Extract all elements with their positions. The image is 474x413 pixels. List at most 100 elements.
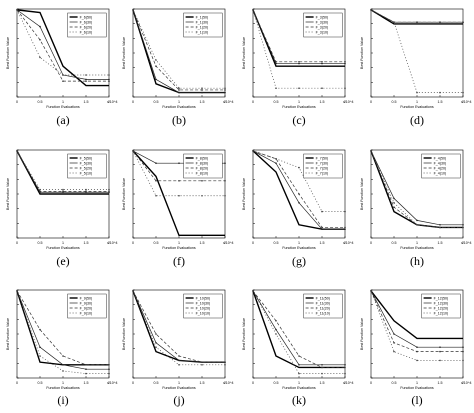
legend-entry: F_8(30): [196, 161, 209, 165]
series-marker: [298, 87, 300, 89]
x-tick-label: 1.5: [200, 241, 205, 245]
panel-label: (d): [410, 113, 424, 127]
x-axis-label: Function Evaluations: [162, 246, 196, 250]
x-axis-label: Function Evaluations: [400, 246, 434, 250]
chart-panel-2: 0 0.5 1 1.5 2x 10^4 Function Evaluations Best …: [122, 8, 233, 109]
series-line-3: [370, 9, 463, 23]
legend-entry: F_9(20): [80, 306, 93, 310]
y-axis-label: Best Function Value: [122, 178, 126, 210]
x-tick-label: 0: [370, 381, 372, 385]
series-marker: [462, 226, 464, 229]
x-axis-label: Function Evaluations: [282, 105, 316, 109]
series-marker: [393, 350, 395, 353]
x-tick-label: 2: [108, 100, 110, 104]
x-axis-label: Function Evaluations: [282, 386, 316, 390]
series-marker: [224, 194, 226, 197]
series-marker: [275, 328, 277, 331]
x-multiplier: x 10^4: [223, 381, 233, 385]
x-tick-label: 1.5: [84, 381, 89, 385]
x-multiplier: x 10^4: [343, 241, 353, 245]
series-marker: [155, 180, 157, 182]
legend-entry: F_12(50): [434, 296, 449, 300]
panel-label: (c): [292, 113, 306, 127]
series-marker: [39, 355, 41, 357]
series-marker: [370, 290, 372, 292]
series-marker: [344, 61, 346, 63]
legend-entry: F_1(30): [196, 20, 209, 24]
legend-entry: F_7(30): [316, 161, 329, 165]
series-marker: [252, 9, 254, 11]
legend-entry: F_7(50): [316, 156, 329, 160]
x-tick-label: 1.5: [320, 381, 325, 385]
series-line-4: [16, 150, 109, 190]
series-marker: [275, 61, 277, 63]
series-marker: [416, 350, 418, 353]
series-marker: [439, 350, 441, 353]
series-marker: [155, 78, 157, 81]
series-marker: [275, 320, 277, 322]
x-tick-label: 1.5: [320, 241, 325, 245]
legend-entry: F_10(30): [196, 301, 211, 305]
series-marker: [416, 359, 418, 362]
series-marker: [85, 372, 87, 375]
x-tick-label: 2: [462, 100, 464, 104]
series-marker: [439, 21, 441, 24]
series-marker: [62, 188, 64, 191]
series-marker: [344, 62, 346, 65]
series-line-3: [252, 9, 345, 63]
y-axis-label: Best Function Value: [360, 178, 364, 210]
series-marker: [201, 89, 203, 91]
x-axis-label: Function Evaluations: [46, 246, 80, 250]
series-marker: [321, 372, 323, 375]
series-marker: [298, 355, 300, 357]
series-marker: [108, 372, 110, 375]
chart-panel-4: 0 0.5 1 1.5 2x 10^4 Function Evaluations Best …: [360, 8, 471, 109]
series-marker: [439, 224, 441, 226]
series-marker: [39, 190, 41, 193]
legend-entry: F_12(30): [434, 301, 449, 305]
panel-label: (l): [411, 393, 423, 407]
series-marker: [321, 62, 323, 65]
legend: F_7(50)F_7(30)F_7(20)F_7(10): [303, 153, 343, 179]
x-tick-label: 2: [344, 100, 346, 104]
series-line-2: [370, 9, 463, 23]
y-axis-label: Best Function Value: [122, 37, 126, 69]
legend: F_4(50)F_4(30)F_4(20)F_4(10): [421, 153, 461, 179]
chart-panel-8: 0 0.5 1 1.5 2x 10^4 Function Evaluations Best …: [360, 149, 471, 250]
series-marker: [416, 219, 418, 222]
series-line-4: [132, 9, 225, 89]
series-marker: [252, 290, 254, 292]
legend-entry: F_10(10): [196, 311, 211, 315]
series-marker: [439, 91, 441, 94]
series-line-3: [132, 9, 225, 91]
series-marker: [155, 59, 157, 61]
x-axis-label: Function Evaluations: [282, 246, 316, 250]
x-tick-label: 1.5: [200, 100, 205, 104]
series-marker: [275, 158, 277, 160]
x-multiplier: x 10^4: [223, 241, 233, 245]
series-marker: [201, 361, 203, 363]
series-marker: [321, 61, 323, 63]
x-tick-label: 2: [462, 381, 464, 385]
x-tick-label: 1.5: [320, 100, 325, 104]
series-marker: [370, 150, 372, 152]
legend-entry: F_11(50): [316, 296, 330, 300]
legend-entry: F_4(30): [434, 161, 447, 165]
series-marker: [85, 364, 87, 366]
legend-entry: F_5(20): [80, 166, 93, 170]
x-tick-label: 1: [62, 241, 64, 245]
x-tick-label: 1: [416, 381, 418, 385]
series-marker: [178, 87, 180, 89]
x-tick-label: 0.5: [154, 100, 159, 104]
series-marker: [224, 91, 226, 94]
x-axis-label: Function Evaluations: [46, 105, 80, 109]
x-tick-label: 1.5: [84, 241, 89, 245]
x-tick-label: 2: [108, 241, 110, 245]
series-marker: [16, 150, 18, 152]
y-axis-label: Best Function Value: [6, 37, 10, 69]
series-marker: [298, 166, 300, 169]
x-tick-label: 0: [252, 100, 254, 104]
legend-box: [67, 12, 107, 38]
x-tick-label: 0: [132, 381, 134, 385]
x-tick-label: 0.5: [274, 381, 279, 385]
